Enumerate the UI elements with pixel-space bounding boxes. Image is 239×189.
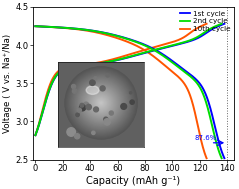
Text: 87.6%: 87.6%	[194, 135, 217, 141]
Y-axis label: Voltage ( V vs. Na⁺/Na): Voltage ( V vs. Na⁺/Na)	[4, 34, 12, 133]
X-axis label: Capacity (mAh g⁻¹): Capacity (mAh g⁻¹)	[86, 176, 180, 186]
Legend: 1st cycle, 2nd cycle, 10th cycle: 1st cycle, 2nd cycle, 10th cycle	[177, 8, 233, 35]
